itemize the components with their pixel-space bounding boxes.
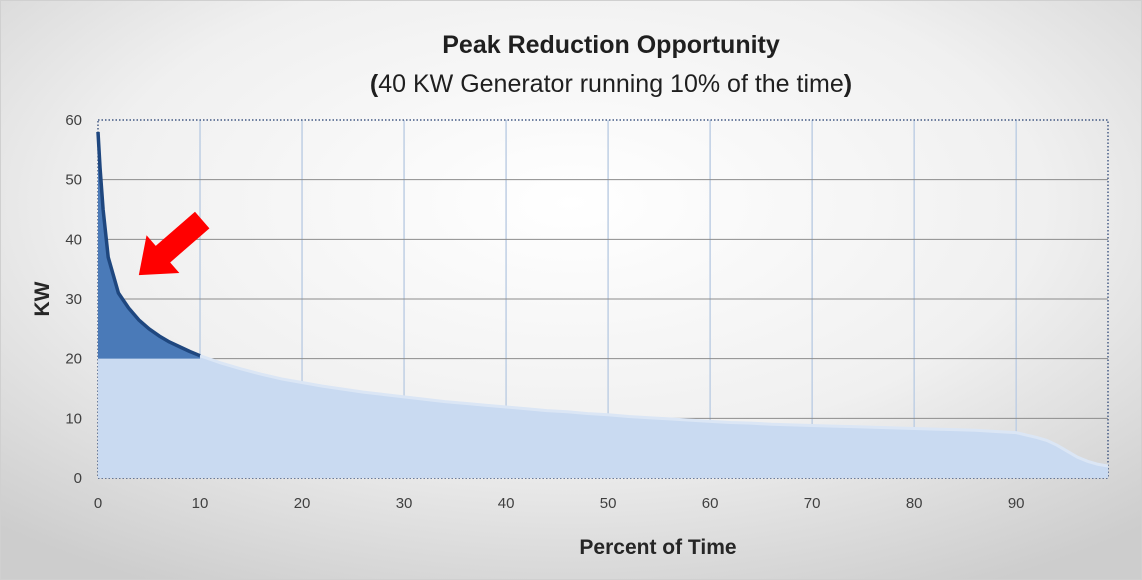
x-tick-label: 40 <box>498 495 515 512</box>
y-axis-title: KW <box>31 281 54 316</box>
y-tick-label: 40 <box>65 231 82 248</box>
arrow-shape <box>138 211 210 276</box>
x-tick-label: 10 <box>192 495 209 512</box>
x-axis-title: Percent of Time <box>579 536 736 559</box>
y-tick-label: 0 <box>74 470 82 487</box>
x-tick-label: 50 <box>600 495 617 512</box>
y-tick-label: 20 <box>65 351 82 368</box>
y-tick-label: 10 <box>65 410 82 427</box>
x-tick-label: 90 <box>1008 495 1025 512</box>
plot-area <box>96 131 1109 478</box>
x-tick-label: 0 <box>94 495 102 512</box>
x-tick-label: 80 <box>906 495 923 512</box>
chart-subtitle: (40 KW Generator running 10% of the time… <box>370 70 852 98</box>
x-tick-label: 70 <box>804 495 821 512</box>
load-duration-line <box>199 354 1109 468</box>
chart-title: Peak Reduction Opportunity <box>442 31 780 59</box>
axes: 0 10 20 30 40 50 60 0 10 20 30 40 50 60 70 80 90 <box>65 112 1024 512</box>
y-tick-label: 30 <box>65 291 82 308</box>
y-tick-label: 50 <box>65 172 82 189</box>
x-tick-label: 60 <box>702 495 719 512</box>
y-tick-label: 60 <box>65 112 82 129</box>
x-tick-label: 20 <box>294 495 311 512</box>
x-tick-label: 30 <box>396 495 413 512</box>
peak-reduction-line <box>96 131 201 358</box>
annotation-arrow <box>138 211 210 276</box>
